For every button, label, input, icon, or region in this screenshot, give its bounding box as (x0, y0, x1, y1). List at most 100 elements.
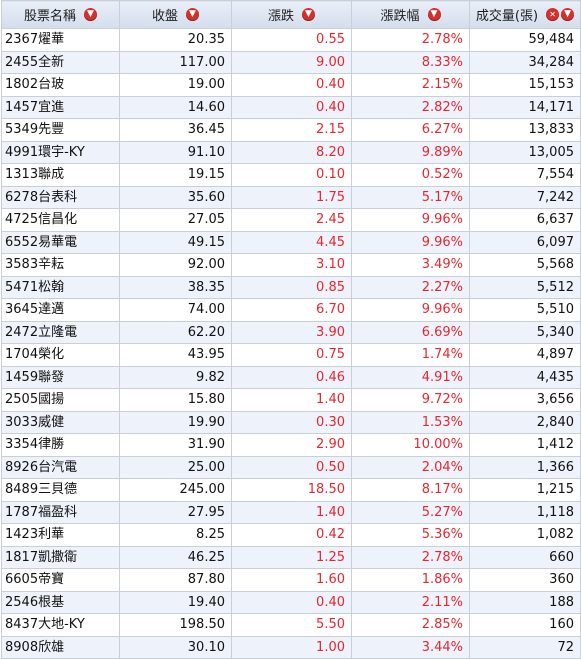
close-price-cell: 8.25 (119, 523, 232, 547)
change-cell: 0.50 (231, 455, 352, 479)
stock-name-cell[interactable]: 1787福盈科 (1, 500, 120, 524)
change-cell: 3.90 (231, 320, 352, 344)
table-row[interactable]: 1787福盈科 27.95 1.40 5.27% 1,118 (1, 500, 581, 524)
sort-down-icon[interactable]: ▼ (84, 8, 97, 21)
stock-name-cell[interactable]: 1457宜進 (1, 95, 120, 119)
table-row[interactable]: 5471松翰 38.35 0.85 2.27% 5,512 (1, 275, 581, 299)
table-row[interactable]: 1423利華 8.25 0.42 5.36% 1,082 (1, 523, 581, 547)
header-close[interactable]: 收盤 ▼ (119, 0, 232, 29)
sort-down-icon[interactable]: ▼ (427, 8, 441, 21)
stock-name-cell[interactable]: 8489三貝德 (1, 478, 120, 502)
table-row[interactable]: 1802台玻 19.00 0.40 2.15% 15,153 (1, 73, 581, 97)
change-cell: 2.45 (231, 208, 352, 232)
sort-down-icon[interactable]: ▼ (561, 8, 575, 21)
change-percent-cell: 10.00% (351, 433, 470, 457)
close-price-cell: 27.05 (119, 208, 232, 232)
stock-name-cell[interactable]: 3645達邁 (1, 298, 120, 322)
stock-name-cell[interactable]: 1704榮化 (1, 343, 120, 367)
table-row[interactable]: 2455全新 117.00 9.00 8.33% 34,284 (1, 50, 581, 74)
header-name[interactable]: 股票名稱 ▼ (1, 0, 120, 29)
stock-name-cell[interactable]: 1817凱撒衛 (1, 545, 120, 569)
header-pct[interactable]: 漲跌幅 ▼ (351, 0, 470, 29)
remove-sort-icon[interactable]: ✕ (546, 8, 560, 21)
change-percent-cell: 0.52% (351, 163, 470, 187)
sort-down-icon[interactable]: ▼ (302, 8, 315, 21)
close-price-cell: 87.80 (119, 568, 232, 592)
stock-name-cell[interactable]: 3583辛耘 (1, 253, 120, 277)
change-percent-cell: 4.91% (351, 365, 470, 389)
change-percent-cell: 2.04% (351, 455, 470, 479)
stock-name-cell[interactable]: 4725信昌化 (1, 208, 120, 232)
table-row[interactable]: 4725信昌化 27.05 2.45 9.96% 6,637 (1, 208, 581, 232)
table-row[interactable]: 3033威健 19.90 0.30 1.53% 2,840 (1, 410, 581, 434)
stock-name-cell[interactable]: 3033威健 (1, 410, 120, 434)
table-row[interactable]: 3354律勝 31.90 2.90 10.00% 1,412 (1, 433, 581, 457)
stock-name-cell[interactable]: 1802台玻 (1, 73, 120, 97)
stock-name-cell[interactable]: 2367燿華 (1, 28, 120, 52)
stock-name-cell[interactable]: 2472立隆電 (1, 320, 120, 344)
change-percent-cell: 9.96% (351, 298, 470, 322)
stock-name-cell[interactable]: 2546根基 (1, 590, 120, 614)
table-row[interactable]: 4991環宇-KY 91.10 8.20 9.89% 13,005 (1, 140, 581, 164)
stock-name-cell[interactable]: 8908欣雄 (1, 635, 120, 659)
volume-cell: 6,097 (469, 230, 581, 254)
table-row[interactable]: 6552易華電 49.15 4.45 9.96% 6,097 (1, 230, 581, 254)
table-row[interactable]: 1817凱撒衛 46.25 1.25 2.78% 660 (1, 545, 581, 569)
stock-name-cell[interactable]: 6278台表科 (1, 185, 120, 209)
volume-cell: 160 (469, 613, 581, 637)
table-row[interactable]: 2546根基 19.40 0.40 2.11% 188 (1, 590, 581, 614)
header-change[interactable]: 漲跌 ▼ (231, 0, 352, 29)
table-row[interactable]: 2367燿華 20.35 0.55 2.78% 59,484 (1, 28, 581, 52)
table-row[interactable]: 8489三貝德 245.00 18.50 8.17% 1,215 (1, 478, 581, 502)
change-percent-cell: 1.74% (351, 343, 470, 367)
stock-name-cell[interactable]: 3354律勝 (1, 433, 120, 457)
volume-cell: 4,435 (469, 365, 581, 389)
table-row[interactable]: 8926台汽電 25.00 0.50 2.04% 1,366 (1, 455, 581, 479)
stock-name-cell[interactable]: 8926台汽電 (1, 455, 120, 479)
table-row[interactable]: 1313聯成 19.15 0.10 0.52% 7,554 (1, 163, 581, 187)
table-row[interactable]: 3583辛耘 92.00 3.10 3.49% 5,568 (1, 253, 581, 277)
stock-name-cell[interactable]: 2455全新 (1, 50, 120, 74)
change-cell: 1.25 (231, 545, 352, 569)
close-price-cell: 19.40 (119, 590, 232, 614)
volume-cell: 1,082 (469, 523, 581, 547)
volume-cell: 2,840 (469, 410, 581, 434)
header-volume[interactable]: 成交量(張) ✕ ▼ (469, 0, 581, 29)
stock-name-cell[interactable]: 1423利華 (1, 523, 120, 547)
stock-name-cell[interactable]: 1459聯發 (1, 365, 120, 389)
close-price-cell: 31.90 (119, 433, 232, 457)
table-row[interactable]: 1704榮化 43.95 0.75 1.74% 4,897 (1, 343, 581, 367)
stock-name-cell[interactable]: 6552易華電 (1, 230, 120, 254)
table-row[interactable]: 3645達邁 74.00 6.70 9.96% 5,510 (1, 298, 581, 322)
sort-down-icon[interactable]: ▼ (186, 8, 199, 21)
table-row[interactable]: 6278台表科 35.60 1.75 5.17% 7,242 (1, 185, 581, 209)
volume-cell: 1,366 (469, 455, 581, 479)
table-row[interactable]: 1457宜進 14.60 0.40 2.82% 14,171 (1, 95, 581, 119)
stock-name-cell[interactable]: 1313聯成 (1, 163, 120, 187)
change-percent-cell: 9.96% (351, 230, 470, 254)
table-row[interactable]: 5349先豐 36.45 2.15 6.27% 13,833 (1, 118, 581, 142)
change-percent-cell: 6.27% (351, 118, 470, 142)
stock-name-cell[interactable]: 8437大地-KY (1, 613, 120, 637)
stock-name-cell[interactable]: 5471松翰 (1, 275, 120, 299)
close-price-cell: 30.10 (119, 635, 232, 659)
stock-name-cell[interactable]: 5349先豐 (1, 118, 120, 142)
table-row[interactable]: 8437大地-KY 198.50 5.50 2.85% 160 (1, 613, 581, 637)
header-pct-label: 漲跌幅 (380, 9, 420, 24)
table-row[interactable]: 2472立隆電 62.20 3.90 6.69% 5,340 (1, 320, 581, 344)
volume-cell: 13,833 (469, 118, 581, 142)
stock-name-cell[interactable]: 4991環宇-KY (1, 140, 120, 164)
change-cell: 0.46 (231, 365, 352, 389)
stock-name-cell[interactable]: 2505國揚 (1, 388, 120, 412)
change-percent-cell: 8.33% (351, 50, 470, 74)
table-row[interactable]: 2505國揚 15.80 1.40 9.72% 3,656 (1, 388, 581, 412)
table-row[interactable]: 8908欣雄 30.10 1.00 3.44% 72 (1, 635, 581, 659)
change-cell: 1.00 (231, 635, 352, 659)
volume-cell: 1,118 (469, 500, 581, 524)
volume-cell: 15,153 (469, 73, 581, 97)
table-row[interactable]: 6605帝寶 87.80 1.60 1.86% 360 (1, 568, 581, 592)
stock-name-cell[interactable]: 6605帝寶 (1, 568, 120, 592)
change-percent-cell: 5.17% (351, 185, 470, 209)
table-row[interactable]: 1459聯發 9.82 0.46 4.91% 4,435 (1, 365, 581, 389)
